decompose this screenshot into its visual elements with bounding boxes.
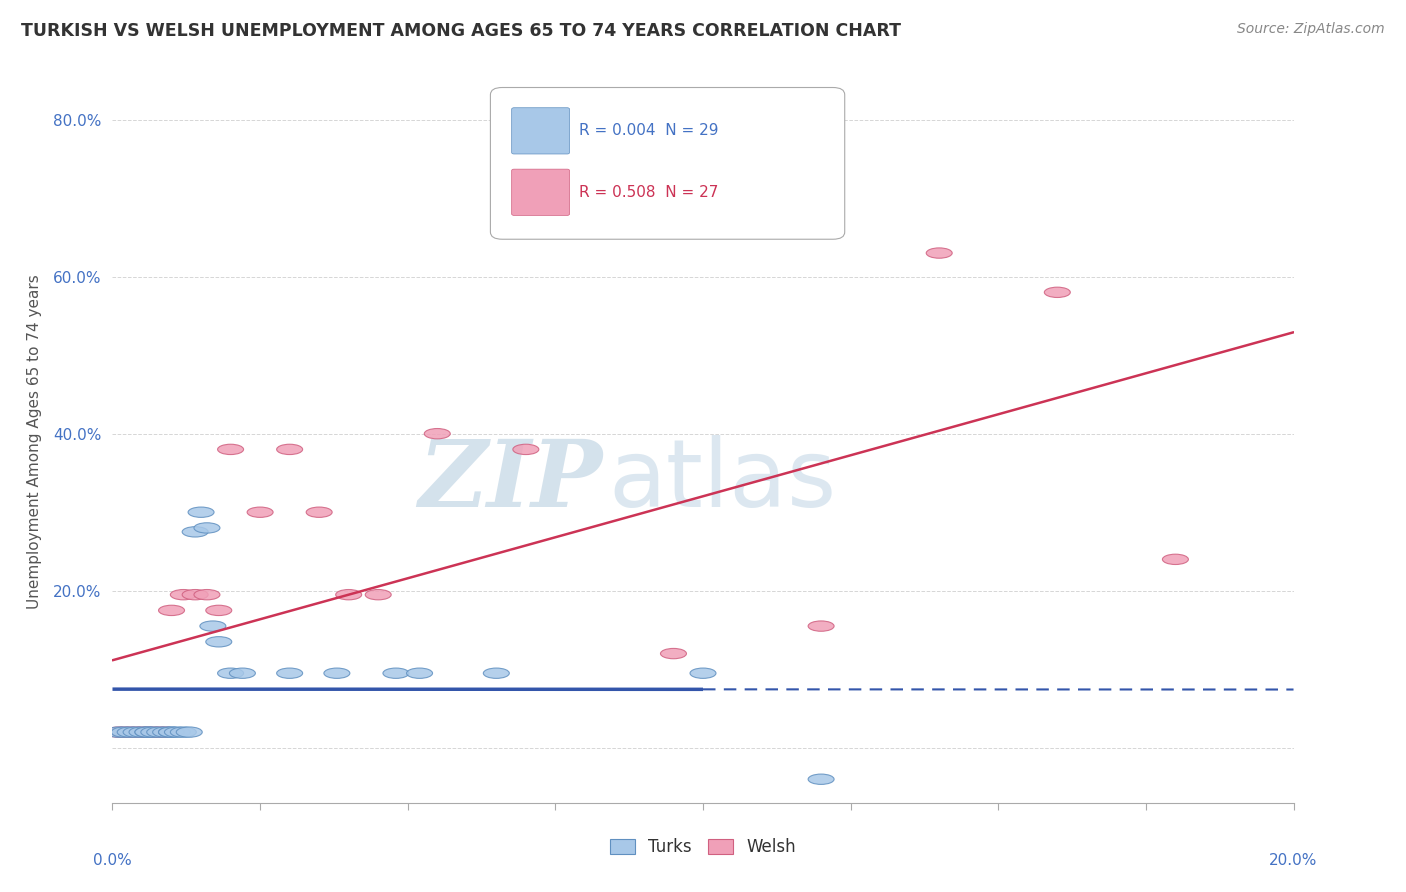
FancyBboxPatch shape (491, 87, 845, 239)
Ellipse shape (117, 727, 143, 738)
Y-axis label: Unemployment Among Ages 65 to 74 years: Unemployment Among Ages 65 to 74 years (27, 274, 42, 609)
Ellipse shape (1045, 287, 1070, 298)
Text: TURKISH VS WELSH UNEMPLOYMENT AMONG AGES 65 TO 74 YEARS CORRELATION CHART: TURKISH VS WELSH UNEMPLOYMENT AMONG AGES… (21, 22, 901, 40)
Text: ZIP: ZIP (419, 436, 603, 526)
Text: R = 0.508  N = 27: R = 0.508 N = 27 (579, 185, 718, 200)
Ellipse shape (129, 727, 155, 738)
Ellipse shape (141, 727, 167, 738)
Ellipse shape (153, 727, 179, 738)
Ellipse shape (188, 507, 214, 517)
Ellipse shape (366, 590, 391, 599)
Ellipse shape (105, 727, 131, 738)
FancyBboxPatch shape (512, 108, 569, 154)
Ellipse shape (135, 727, 160, 738)
Text: atlas: atlas (609, 435, 837, 527)
Ellipse shape (159, 727, 184, 738)
FancyBboxPatch shape (512, 169, 569, 215)
Ellipse shape (159, 606, 184, 615)
Ellipse shape (194, 523, 219, 533)
Ellipse shape (382, 668, 409, 679)
Ellipse shape (124, 727, 149, 738)
Text: R = 0.004  N = 29: R = 0.004 N = 29 (579, 123, 718, 138)
Ellipse shape (135, 727, 160, 738)
Ellipse shape (124, 727, 149, 738)
Ellipse shape (205, 637, 232, 647)
Ellipse shape (111, 727, 138, 738)
Ellipse shape (277, 668, 302, 679)
Ellipse shape (176, 727, 202, 738)
Ellipse shape (105, 727, 131, 738)
Ellipse shape (194, 590, 219, 599)
Ellipse shape (117, 727, 143, 738)
Ellipse shape (153, 727, 179, 738)
Ellipse shape (170, 727, 197, 738)
Ellipse shape (183, 590, 208, 599)
Ellipse shape (170, 590, 197, 599)
Ellipse shape (513, 444, 538, 455)
Ellipse shape (927, 248, 952, 258)
Ellipse shape (808, 774, 834, 784)
Ellipse shape (277, 444, 302, 455)
Ellipse shape (247, 507, 273, 517)
Ellipse shape (159, 727, 184, 738)
Ellipse shape (690, 668, 716, 679)
Ellipse shape (146, 727, 173, 738)
Ellipse shape (129, 727, 155, 738)
Ellipse shape (808, 621, 834, 632)
Ellipse shape (146, 727, 173, 738)
Ellipse shape (165, 727, 190, 738)
Ellipse shape (205, 606, 232, 615)
Text: Source: ZipAtlas.com: Source: ZipAtlas.com (1237, 22, 1385, 37)
Ellipse shape (406, 668, 433, 679)
Ellipse shape (183, 526, 208, 537)
Ellipse shape (336, 590, 361, 599)
Ellipse shape (218, 444, 243, 455)
Text: 0.0%: 0.0% (93, 854, 132, 869)
Text: 20.0%: 20.0% (1270, 854, 1317, 869)
Ellipse shape (484, 668, 509, 679)
Ellipse shape (141, 727, 167, 738)
Ellipse shape (111, 727, 138, 738)
Ellipse shape (229, 668, 256, 679)
Ellipse shape (323, 668, 350, 679)
Ellipse shape (425, 428, 450, 439)
Legend: Turks, Welsh: Turks, Welsh (603, 831, 803, 863)
Ellipse shape (1163, 554, 1188, 565)
Ellipse shape (307, 507, 332, 517)
Ellipse shape (135, 727, 160, 738)
Ellipse shape (661, 648, 686, 659)
Ellipse shape (200, 621, 226, 632)
Ellipse shape (218, 668, 243, 679)
